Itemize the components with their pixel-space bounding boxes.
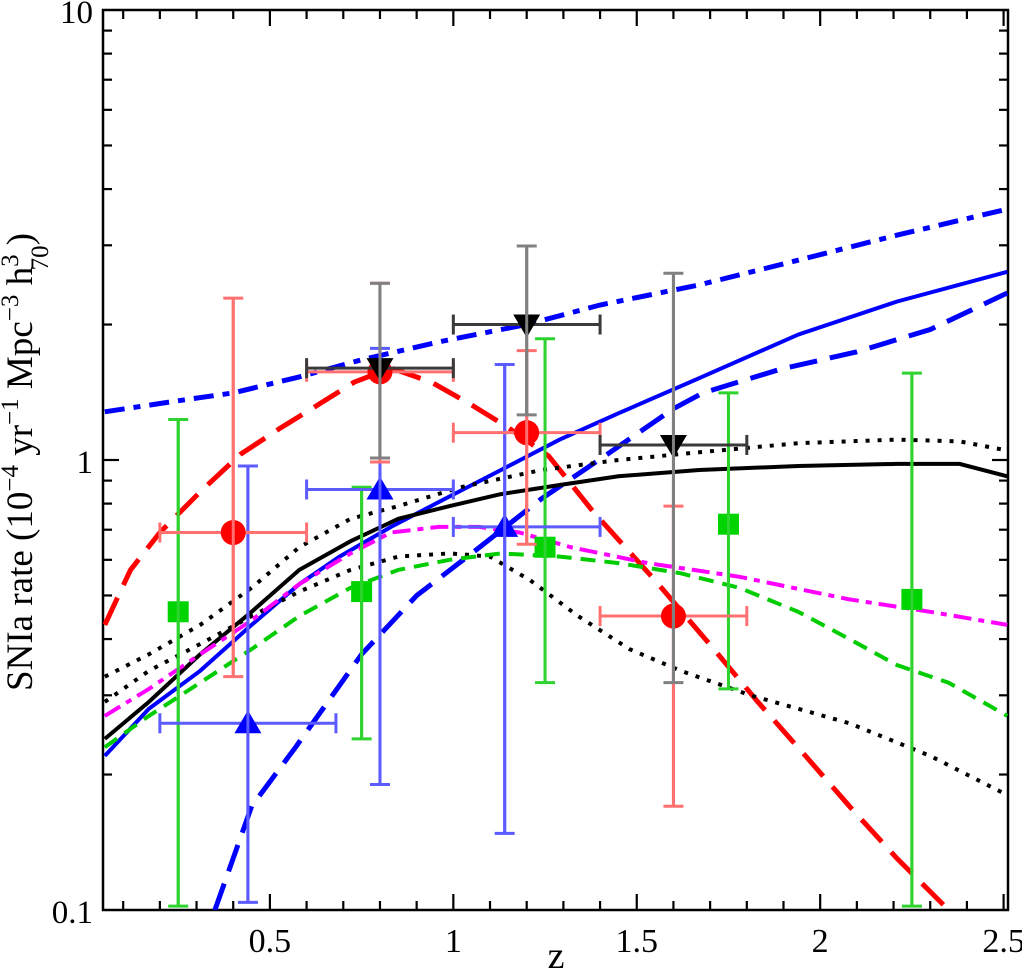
curve-green-dashed xyxy=(103,551,1008,749)
curve-blue-dash-dot-upper xyxy=(104,206,1008,415)
y-tick-label: 1 xyxy=(77,445,94,481)
model-curves xyxy=(103,206,1008,910)
plot-frame xyxy=(101,8,1010,912)
x-tick-label: 1.5 xyxy=(616,923,659,960)
x-tick-label: 2 xyxy=(812,923,829,960)
y-tick-label: 10 xyxy=(60,0,93,31)
curve-black-dotted-upper xyxy=(103,437,1008,679)
curve-red-long-dash xyxy=(103,365,951,910)
curve-black-solid xyxy=(103,461,1008,741)
curve-blue-long-dash-lower xyxy=(212,290,1008,910)
curve-black-dotted-lower xyxy=(103,551,1008,797)
y-axis-label: SNIa rate (10−4 yr−1 Mpc−3 h370) xyxy=(0,233,54,691)
x-tick-label: 2.5 xyxy=(982,923,1022,960)
x-axis-label: z xyxy=(548,935,565,974)
y-tick-label: 0.1 xyxy=(52,895,93,931)
x-tick-label: 0.5 xyxy=(249,923,292,960)
curve-blue-solid xyxy=(103,269,1008,758)
x-tick-label: 1 xyxy=(445,923,462,960)
